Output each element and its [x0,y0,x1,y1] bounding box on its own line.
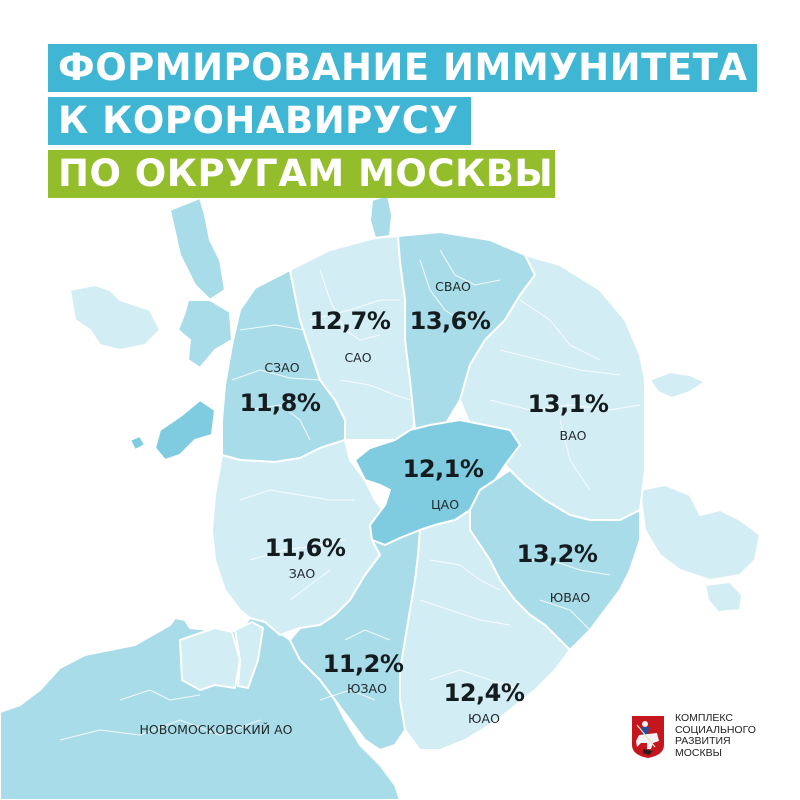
district-label-cao: ЦАО [430,497,460,512]
logo-line-1: КОМПЛЕКС [675,712,733,724]
region-yuzao [289,529,421,751]
title-line-2: К КОРОНАВИРУСУ [48,97,471,145]
district-label-novomoskovsky: НОВОМОСКОВСКИЙ АО [139,722,293,737]
district-label-yuvao: ЮВАО [549,590,591,605]
district-value-yuao: 12,4% [443,679,525,707]
logo-line-2: СОЦИАЛЬНОГО [675,723,756,736]
district-label-yuao: ЮАО [468,711,500,726]
logo-block: КОМПЛЕКС СОЦИАЛЬНОГО РАЗВИТИЯ МОСКВЫ [631,712,756,759]
district-value-yuzao: 11,2% [322,650,404,678]
district-label-zao: ЗАО [288,566,316,581]
district-label-yuzao: ЮЗАО [347,681,387,696]
title-line-1: ФОРМИРОВАНИЕ ИММУНИТЕТА [48,44,757,92]
district-value-cao: 12,1% [402,455,484,483]
district-value-szao: 11,8% [239,389,321,417]
title-line-3: ПО ОКРУГАМ МОСКВЫ [48,150,555,198]
district-label-sao: САО [344,350,372,365]
logo-line-3: РАЗВИТИЯ [675,735,731,747]
logo-text: КОМПЛЕКС СОЦИАЛЬНОГО РАЗВИТИЯ МОСКВЫ [675,712,756,759]
district-value-zao: 11,6% [264,534,346,562]
district-value-vao: 13,1% [527,390,609,418]
district-label-szao: СЗАО [264,360,300,375]
logo-line-4: МОСКВЫ [675,746,722,759]
district-label-vao: ВАО [559,428,587,443]
district-label-svao: СВАО [435,279,471,294]
district-value-svao: 13,6% [409,307,491,335]
district-value-sao: 12,7% [309,307,391,335]
moscow-coat-of-arms-icon [632,716,664,758]
district-value-yuvao: 13,2% [516,540,598,568]
